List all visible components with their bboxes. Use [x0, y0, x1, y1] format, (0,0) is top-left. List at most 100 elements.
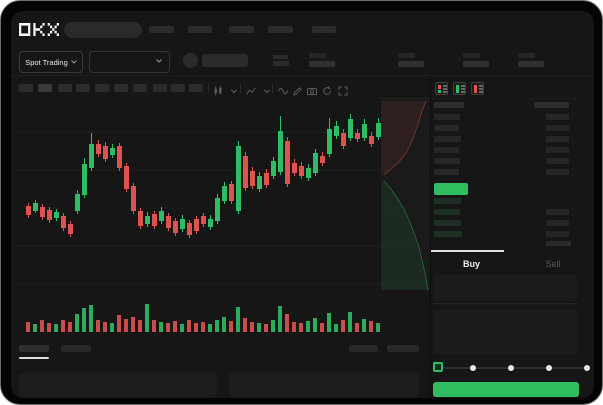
tab-buy[interactable]: Buy [431, 256, 512, 272]
line-icon[interactable] [278, 83, 288, 95]
bid-amount-bar [546, 220, 569, 226]
order-history-tab[interactable] [61, 345, 91, 352]
orders-table-placeholder [229, 373, 419, 397]
trade-mode-selector[interactable]: Spot Trading [19, 51, 83, 73]
nav-item-placeholder[interactable] [312, 26, 336, 33]
stat-label-placeholder [398, 53, 415, 58]
stat-label-placeholder [518, 53, 535, 58]
trade-mode-label: Spot Trading [25, 57, 68, 67]
ask-amount-bar [546, 169, 569, 175]
ask-price-bar [434, 169, 459, 175]
timeframe-button[interactable] [171, 84, 185, 92]
timeframe-button[interactable] [133, 84, 147, 92]
form-divider [431, 303, 578, 304]
okx-logo-icon[interactable] [19, 23, 59, 36]
chevron-down-icon[interactable] [229, 83, 239, 94]
timeframe-button[interactable] [114, 84, 128, 92]
timeframe-button[interactable] [19, 84, 33, 92]
ask-amount-bar [546, 158, 569, 164]
price-placeholder [273, 55, 288, 59]
ask-row[interactable] [431, 112, 594, 122]
chevron-down-icon [156, 59, 162, 63]
timeframe-button[interactable] [76, 84, 90, 92]
stat-value-placeholder [398, 61, 424, 67]
bid-row[interactable] [431, 196, 594, 206]
nav-item-placeholder[interactable] [268, 26, 293, 33]
orderbook-divider [430, 98, 594, 99]
stat-value-placeholder [309, 61, 335, 67]
refresh-icon[interactable] [322, 83, 332, 95]
ask-row[interactable] [431, 156, 594, 166]
ask-row[interactable] [431, 134, 594, 144]
indicator-icon[interactable] [246, 83, 256, 95]
amount-slider-handle[interactable] [433, 362, 443, 372]
brush-icon[interactable] [292, 83, 302, 96]
slider-stop-dot[interactable] [508, 365, 514, 371]
buy-tab-indicator [431, 250, 504, 252]
ask-row[interactable] [431, 167, 594, 177]
bid-row[interactable] [431, 218, 594, 228]
slider-stop-dot[interactable] [546, 365, 552, 371]
search-input[interactable] [64, 22, 142, 38]
nav-item-placeholder[interactable] [229, 26, 254, 33]
table-action-placeholder[interactable] [387, 345, 419, 352]
ask-amount-bar [546, 136, 569, 142]
stat-label-placeholder [463, 53, 480, 58]
buy-submit-button[interactable] [433, 382, 579, 397]
toggle-line [443, 85, 447, 87]
chevron-down-icon [70, 60, 77, 64]
pair-name-placeholder[interactable] [202, 54, 248, 67]
timeframe-button[interactable] [153, 84, 167, 92]
last-price-bar[interactable] [434, 183, 468, 195]
bid-color-chip [456, 85, 459, 93]
bid-row[interactable] [431, 229, 594, 239]
chevron-down-icon[interactable] [262, 83, 272, 94]
orders-table-placeholder [19, 373, 217, 397]
bid-price-bar [434, 231, 462, 237]
book-combined-icon[interactable] [435, 82, 448, 95]
ask-row[interactable] [431, 123, 594, 133]
orderbook-header-price [434, 102, 464, 108]
bid-amount-bar [546, 209, 569, 215]
sell-tab-label: Sell [545, 259, 561, 269]
price-change-placeholder [273, 61, 289, 66]
toolbar-divider [272, 83, 273, 93]
section-divider [11, 366, 430, 367]
ask-row[interactable] [431, 145, 594, 155]
price-chart-canvas[interactable] [11, 96, 431, 341]
orders-tab-underline [19, 357, 49, 359]
coin-icon[interactable] [183, 53, 198, 68]
ask-price-bar [434, 147, 459, 153]
volume-group [26, 304, 380, 332]
ask-amount-bar [546, 114, 569, 120]
timeframe-button[interactable] [95, 84, 109, 92]
ask-price-bar [434, 114, 460, 120]
book-bids-only-icon[interactable] [453, 82, 466, 95]
expand-icon[interactable] [338, 83, 348, 96]
slider-stop-dot[interactable] [584, 365, 590, 371]
toggle-line [461, 91, 465, 93]
ask-price-bar [434, 136, 461, 142]
orders-tab-active[interactable] [19, 345, 49, 352]
book-asks-only-icon[interactable] [471, 82, 484, 95]
nav-item-placeholder[interactable] [188, 26, 212, 33]
pair-selector-dropdown[interactable] [89, 51, 170, 73]
candles-icon[interactable] [213, 83, 223, 96]
camera-icon[interactable] [307, 83, 317, 95]
timeframe-button[interactable] [38, 84, 52, 92]
amount-field[interactable] [433, 310, 577, 354]
ask-color-chip [474, 85, 477, 93]
bid-price-bar [434, 209, 460, 215]
tab-sell[interactable]: Sell [512, 256, 594, 272]
toolbar-divider [240, 83, 241, 93]
slider-stop-dot[interactable] [470, 365, 476, 371]
timeframe-button[interactable] [58, 84, 72, 92]
table-action-placeholder[interactable] [349, 345, 378, 352]
orderbook-more-placeholder[interactable] [546, 241, 571, 246]
price-field[interactable] [433, 275, 577, 301]
timeframe-button[interactable] [189, 84, 203, 92]
nav-item-placeholder[interactable] [149, 26, 174, 33]
bid-row[interactable] [431, 207, 594, 217]
toggle-line [479, 88, 483, 90]
